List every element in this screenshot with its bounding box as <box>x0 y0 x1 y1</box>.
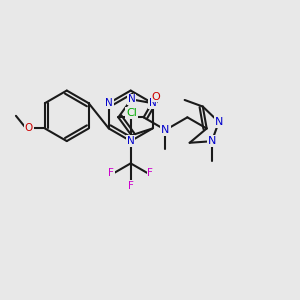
Text: N: N <box>149 98 156 108</box>
Text: O: O <box>24 124 33 134</box>
Text: F: F <box>108 168 114 178</box>
Text: N: N <box>127 136 135 146</box>
Text: N: N <box>105 98 113 108</box>
Text: N: N <box>128 94 135 104</box>
Text: N: N <box>161 125 170 135</box>
Text: N: N <box>214 117 223 127</box>
Text: Cl: Cl <box>126 108 137 118</box>
Text: O: O <box>152 92 161 101</box>
Text: N: N <box>208 136 216 146</box>
Text: F: F <box>128 181 134 191</box>
Text: F: F <box>147 168 153 178</box>
